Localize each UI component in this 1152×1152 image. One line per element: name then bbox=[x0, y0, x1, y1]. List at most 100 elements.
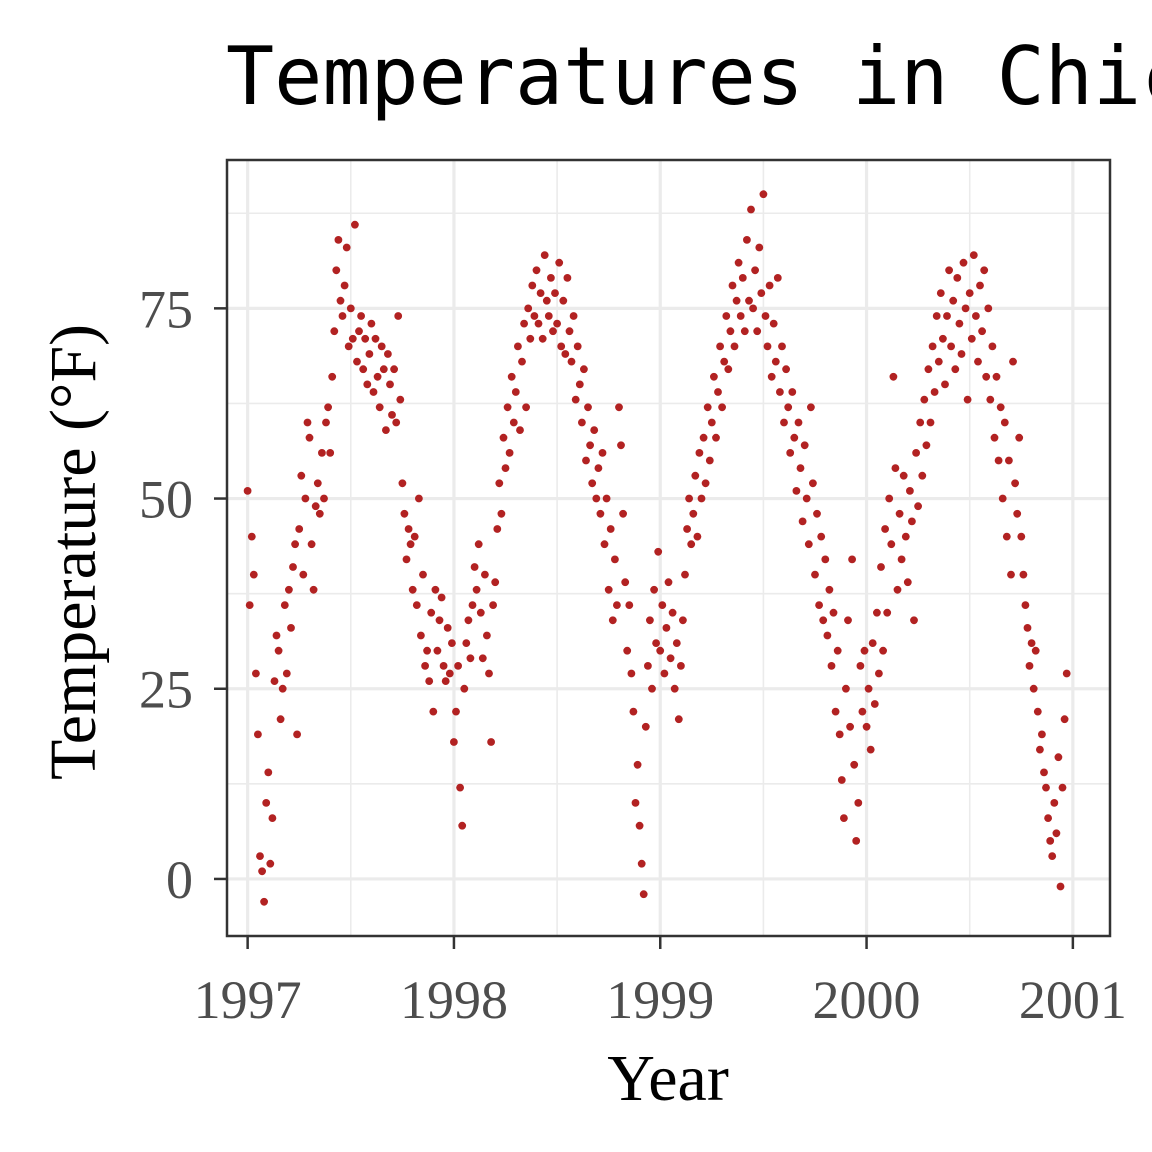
data-point bbox=[1050, 799, 1059, 807]
data-point bbox=[831, 707, 840, 716]
data-point bbox=[598, 449, 607, 457]
data-point bbox=[534, 319, 543, 328]
data-point bbox=[707, 418, 716, 427]
data-point bbox=[687, 540, 696, 549]
data-point bbox=[460, 684, 469, 693]
y-tick-label: 50 bbox=[139, 470, 193, 530]
data-point bbox=[976, 281, 984, 290]
data-point bbox=[596, 509, 605, 518]
data-point bbox=[377, 342, 386, 351]
data-point bbox=[483, 631, 491, 640]
data-point bbox=[346, 304, 355, 313]
data-point bbox=[957, 350, 966, 358]
data-point bbox=[864, 684, 873, 693]
data-point bbox=[732, 296, 741, 305]
y-axis: 0 25 50 75 bbox=[139, 279, 227, 910]
data-point bbox=[819, 616, 828, 625]
data-point bbox=[301, 494, 310, 503]
data-point bbox=[1007, 570, 1015, 579]
data-point bbox=[998, 494, 1007, 503]
data-point bbox=[629, 707, 638, 716]
data-point bbox=[289, 563, 297, 571]
data-point bbox=[280, 601, 289, 609]
data-point bbox=[757, 289, 766, 297]
data-point bbox=[602, 494, 611, 503]
data-point bbox=[245, 601, 254, 609]
data-point bbox=[889, 372, 898, 381]
data-point bbox=[274, 646, 283, 655]
data-point bbox=[712, 433, 720, 442]
data-point bbox=[532, 266, 541, 275]
data-point bbox=[456, 783, 464, 792]
data-point bbox=[724, 365, 733, 374]
data-point bbox=[1060, 715, 1069, 724]
data-point bbox=[439, 662, 448, 670]
data-point bbox=[924, 365, 933, 374]
data-point bbox=[773, 274, 782, 282]
data-point bbox=[421, 662, 429, 670]
data-point bbox=[835, 730, 844, 739]
data-point bbox=[747, 205, 755, 214]
data-point bbox=[326, 449, 335, 457]
data-point bbox=[895, 509, 904, 518]
data-point bbox=[961, 304, 970, 313]
x-tick-label: 2000 bbox=[813, 970, 921, 1030]
data-point bbox=[891, 464, 900, 472]
data-point bbox=[697, 494, 706, 503]
data-point bbox=[561, 350, 570, 358]
data-point bbox=[287, 624, 295, 632]
data-point bbox=[613, 601, 621, 609]
data-point bbox=[536, 289, 545, 297]
data-point bbox=[885, 494, 894, 503]
data-point bbox=[371, 334, 380, 343]
data-point bbox=[600, 540, 609, 549]
data-point bbox=[1011, 479, 1019, 488]
data-point bbox=[627, 669, 636, 678]
data-point bbox=[412, 601, 421, 609]
data-point bbox=[903, 578, 912, 587]
chart-title: Temperatures in Chicago bbox=[226, 30, 1152, 123]
data-point bbox=[703, 403, 712, 412]
data-point bbox=[840, 814, 848, 822]
data-point bbox=[877, 563, 885, 571]
data-point bbox=[617, 441, 625, 450]
data-point bbox=[586, 441, 594, 450]
data-point bbox=[899, 471, 908, 480]
data-point bbox=[264, 768, 273, 777]
data-point bbox=[1033, 707, 1042, 716]
data-point bbox=[674, 715, 683, 724]
data-point bbox=[481, 570, 489, 579]
y-tick-label: 25 bbox=[139, 660, 193, 720]
data-point bbox=[495, 479, 504, 488]
data-point bbox=[1040, 768, 1048, 777]
data-point bbox=[912, 449, 920, 457]
data-point bbox=[807, 403, 815, 412]
data-point bbox=[1019, 570, 1028, 579]
data-point bbox=[726, 327, 735, 336]
data-point bbox=[710, 372, 718, 381]
data-point bbox=[782, 365, 790, 374]
data-point bbox=[837, 776, 846, 784]
data-point bbox=[530, 312, 539, 320]
data-point bbox=[887, 540, 896, 549]
data-point bbox=[755, 243, 764, 252]
data-point bbox=[478, 654, 487, 663]
data-point bbox=[524, 304, 533, 313]
data-point bbox=[736, 312, 745, 320]
data-point bbox=[908, 517, 916, 526]
data-point bbox=[870, 700, 879, 708]
data-point bbox=[489, 601, 497, 609]
data-point bbox=[491, 578, 500, 587]
data-point bbox=[691, 471, 700, 480]
data-point bbox=[578, 418, 586, 427]
data-point bbox=[594, 464, 603, 472]
data-point bbox=[336, 296, 345, 305]
data-point bbox=[796, 464, 805, 472]
data-point bbox=[897, 555, 906, 564]
data-point bbox=[763, 342, 772, 351]
data-point bbox=[441, 677, 450, 685]
data-point bbox=[769, 319, 778, 328]
data-point bbox=[505, 449, 514, 457]
data-point bbox=[1000, 418, 1009, 427]
data-point bbox=[382, 426, 390, 434]
